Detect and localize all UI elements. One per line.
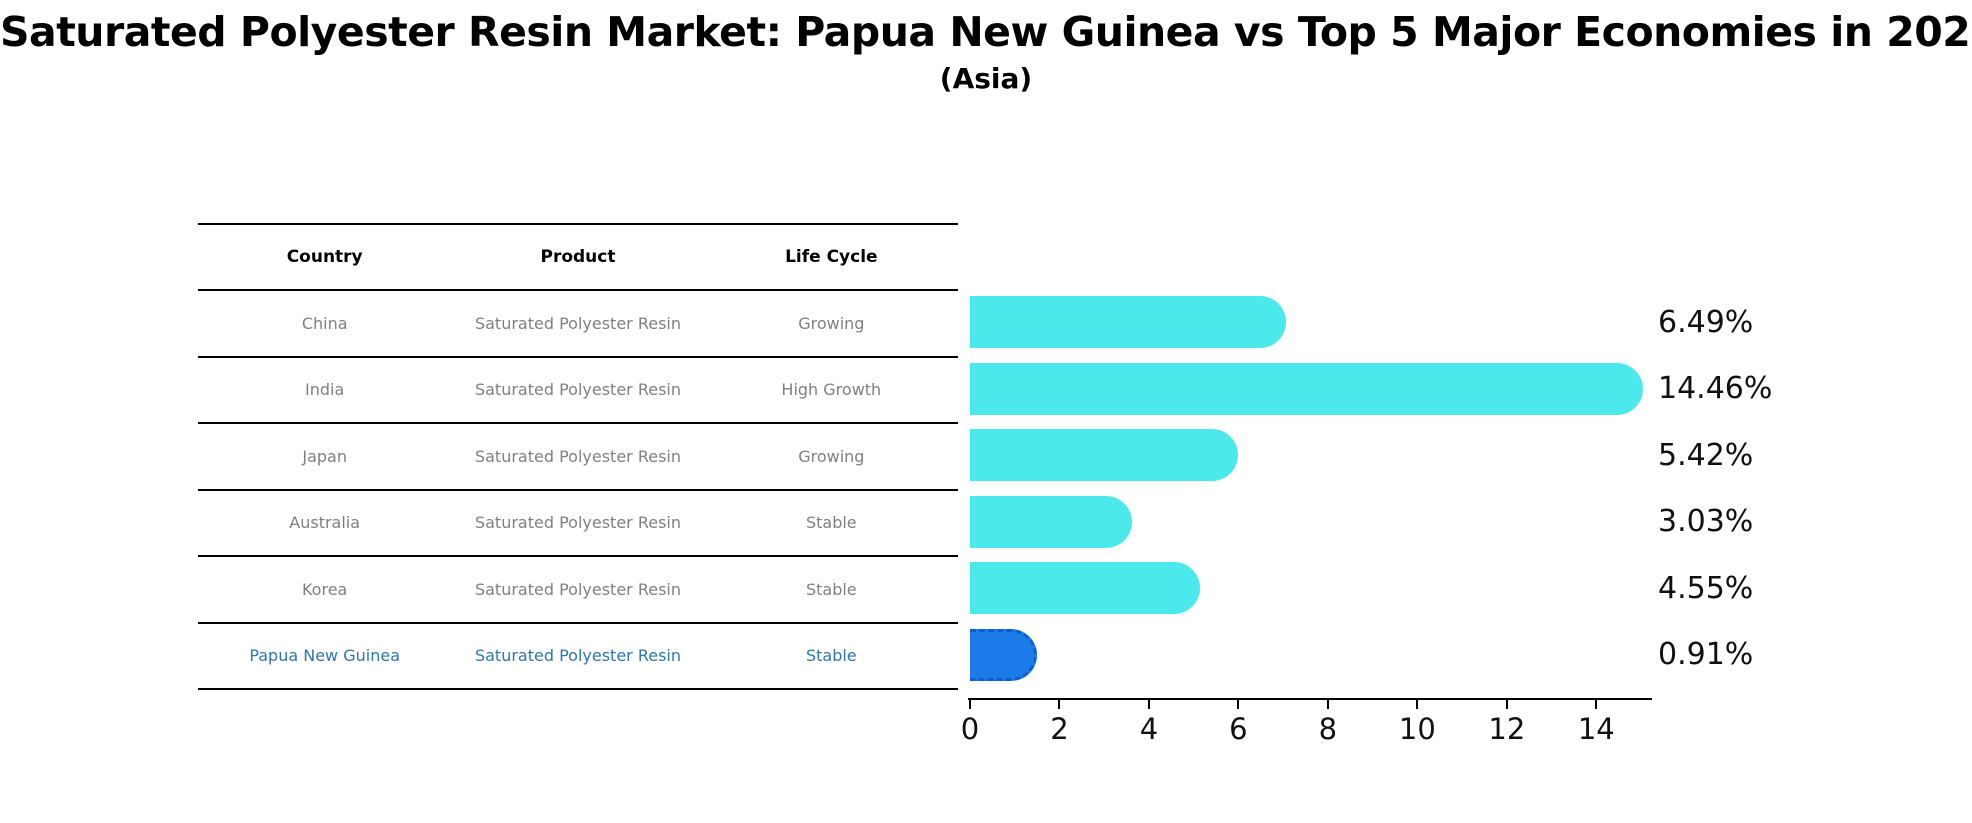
bar-value-label: 6.49% — [1658, 304, 1754, 340]
chart-subtitle: (Asia) — [939, 62, 1033, 95]
bar-value-label: 14.46% — [1658, 371, 1773, 407]
table-cell-life-cycle: Stable — [805, 513, 857, 533]
table-row: Australia Saturated Polyester Resin Stable — [198, 491, 958, 557]
table-cell-country: China — [301, 313, 348, 333]
table-row: Japan Saturated Polyester Resin Growing — [198, 424, 958, 491]
bar-papua-new-guinea — [970, 628, 1037, 681]
table-cell-life-cycle: High Growth — [781, 380, 882, 400]
bar-chart — [970, 289, 1650, 688]
bar-value-label: 4.55% — [1658, 570, 1754, 606]
table-row: China Saturated Polyester Resin Growing — [198, 291, 958, 358]
bar-india — [970, 362, 1643, 415]
table-row: India Saturated Polyester Resin High Growt… — [198, 358, 958, 424]
bar-korea — [970, 562, 1200, 615]
x-axis-tick-label: 8 — [1318, 712, 1338, 746]
bar-value-label: 3.03% — [1658, 504, 1754, 540]
chart-title: Saturated Polyester Resin Market: Papua … — [0, 8, 1972, 56]
x-axis-tick — [1326, 700, 1329, 709]
table-cell-product: Saturated Polyester Resin — [474, 646, 681, 666]
table-header-country: Country — [286, 247, 363, 267]
table-cell-product: Saturated Polyester Resin — [474, 446, 681, 466]
bar-japan — [970, 429, 1239, 482]
table-cell-country: Papua New Guinea — [249, 646, 400, 666]
country-table: Country Product Life Cycle China Saturate… — [198, 223, 958, 690]
bar-australia — [970, 495, 1132, 548]
x-axis-tick — [969, 700, 971, 709]
table-header-product: Product — [540, 247, 616, 267]
bar-row — [970, 422, 1650, 489]
bar-row — [970, 289, 1650, 356]
x-axis: 0 2 4 6 8 10 12 14 — [961, 698, 1652, 758]
x-axis-tick — [1595, 700, 1598, 709]
table-cell-product: Saturated Polyester Resin — [474, 380, 681, 400]
bar-row — [970, 489, 1650, 556]
x-axis-tick-label: 10 — [1398, 712, 1436, 746]
x-axis-tick-label: 14 — [1577, 712, 1615, 746]
table-cell-product: Saturated Polyester Resin — [474, 313, 681, 333]
bar-value-label: 0.91% — [1658, 637, 1754, 673]
x-axis-tick-label: 12 — [1488, 712, 1526, 746]
table-cell-country: Australia — [289, 513, 361, 533]
bar-row — [970, 622, 1650, 689]
bar-value-label: 5.42% — [1658, 437, 1754, 473]
x-axis-tick — [1416, 700, 1419, 709]
x-axis-tick — [1505, 700, 1508, 709]
table-cell-product: Saturated Polyester Resin — [474, 579, 681, 599]
table-body: China Saturated Polyester Resin Growing Ind… — [198, 291, 958, 690]
x-axis-tick-label: 2 — [1050, 712, 1069, 746]
table-cell-country: Japan — [302, 446, 347, 466]
table-row: Papua New Guinea Saturated Polyester Resi… — [198, 624, 958, 690]
table-cell-life-cycle: Stable — [805, 579, 857, 599]
table-row: Korea Saturated Polyester Resin Stable — [198, 557, 958, 624]
x-axis-tick — [1058, 700, 1061, 709]
x-axis-tick-label: 6 — [1229, 712, 1248, 746]
value-labels: 6.49% 14.46% 5.42% 3.03% 4.55% 0.91% — [1658, 289, 1958, 688]
bar-row — [970, 356, 1650, 423]
bar-china — [970, 296, 1287, 349]
table-cell-country: Korea — [301, 579, 348, 599]
x-axis-tick — [1147, 700, 1150, 709]
x-axis-line — [968, 698, 1652, 700]
table-cell-life-cycle: Stable — [805, 646, 857, 666]
table-cell-life-cycle: Growing — [798, 446, 865, 466]
x-axis-tick-label: 0 — [960, 712, 980, 746]
table-header-life-cycle: Life Cycle — [785, 247, 878, 267]
table-cell-life-cycle: Growing — [798, 313, 865, 333]
table-header-row: Country Product Life Cycle — [198, 225, 958, 291]
x-axis-tick — [1237, 700, 1240, 709]
bar-row — [970, 555, 1650, 622]
table-cell-product: Saturated Polyester Resin — [474, 513, 681, 533]
table-cell-country: India — [305, 380, 345, 400]
x-axis-tick-label: 4 — [1139, 712, 1159, 746]
